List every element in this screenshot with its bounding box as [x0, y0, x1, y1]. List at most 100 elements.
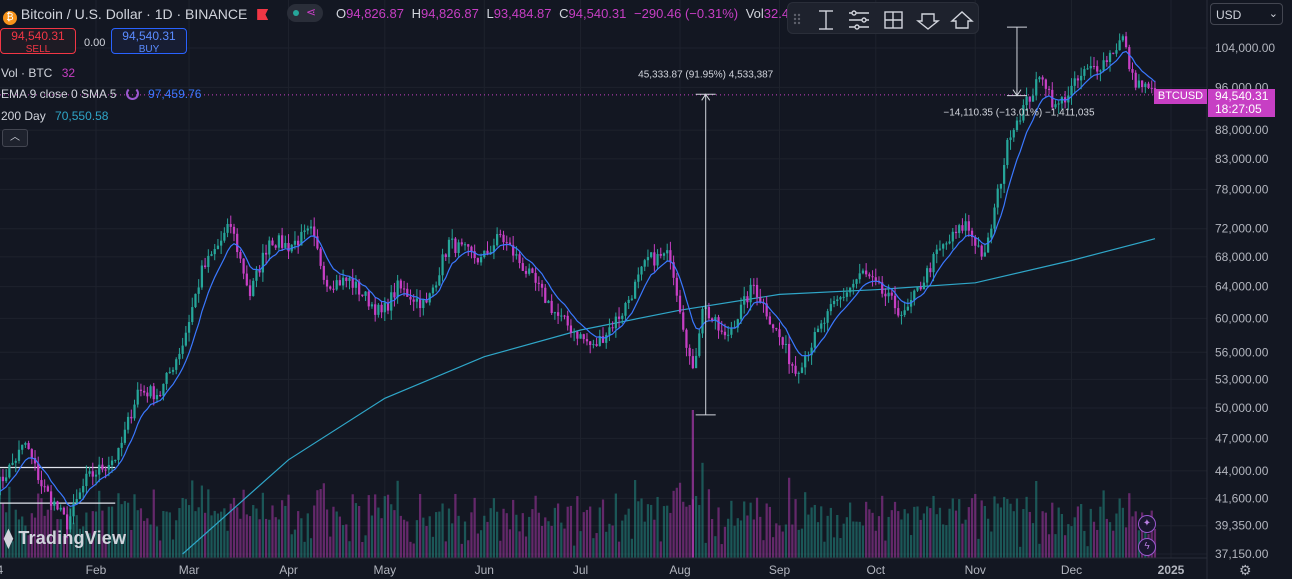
- candle: [752, 284, 755, 286]
- candle: [951, 231, 954, 242]
- volume-bar: [297, 511, 300, 558]
- volume-bar: [762, 540, 765, 558]
- volume-bar: [739, 520, 743, 558]
- volume-bar: [367, 495, 370, 558]
- volume-bar: [17, 519, 21, 558]
- volume-bar: [884, 540, 887, 558]
- volume-bar: [505, 513, 508, 558]
- volume-bar: [1121, 507, 1124, 558]
- market-status-pill[interactable]: ⋖: [287, 4, 323, 22]
- candle: [1054, 104, 1057, 108]
- volume-bar: [900, 519, 903, 558]
- candle: [560, 315, 563, 317]
- volume-bar: [1063, 535, 1067, 558]
- volume-legend[interactable]: Vol · BTC 32: [1, 66, 76, 80]
- x-tick-label: Dec: [1061, 563, 1082, 577]
- y-tick-label: 104,000.00: [1215, 41, 1275, 55]
- volume-bar: [1128, 493, 1131, 558]
- volume-bar: [694, 495, 698, 558]
- volume-bar: [951, 498, 954, 558]
- volume-bar: [669, 512, 672, 558]
- candle: [884, 293, 887, 297]
- volume-bar: [961, 523, 964, 558]
- candle: [1003, 164, 1006, 184]
- flag-icon[interactable]: [257, 9, 269, 20]
- candle: [746, 296, 749, 303]
- volume-bar: [932, 495, 935, 558]
- last-price-label: 94,540.31 18:27:05: [1208, 89, 1275, 117]
- volume-bar: [431, 536, 435, 558]
- volume-bar: [540, 525, 544, 558]
- currency-select[interactable]: USD ⌄: [1210, 3, 1283, 25]
- tradingview-logo[interactable]: ⧫ TradingView: [4, 528, 127, 548]
- candle: [881, 282, 884, 294]
- volume-bar: [816, 522, 820, 558]
- collapse-legend-button[interactable]: ︿: [2, 129, 28, 147]
- layout-grid-icon[interactable]: [884, 11, 903, 29]
- candle: [778, 329, 781, 338]
- candle: [531, 268, 534, 273]
- settings-sliders-icon[interactable]: [849, 10, 869, 30]
- volume-bar: [646, 504, 650, 558]
- candle: [499, 234, 502, 236]
- candle: [627, 299, 630, 303]
- volume-bar: [544, 517, 547, 558]
- candle: [412, 299, 415, 302]
- volume-bar: [1105, 518, 1108, 558]
- x-tick-label: 24: [0, 563, 4, 577]
- volume-bar: [858, 521, 861, 558]
- candle: [1006, 139, 1009, 165]
- candle: [505, 242, 508, 244]
- sell-button[interactable]: 94,540.31 SELL: [0, 28, 76, 55]
- x-tick-label: Feb: [86, 563, 107, 577]
- volume-bar: [585, 509, 589, 558]
- ema-legend[interactable]: EMA 9 close 0 SMA 5 97,459.76: [1, 87, 202, 101]
- quick-actions-button[interactable]: ϟ: [1138, 538, 1156, 556]
- candle: [123, 429, 127, 443]
- volume-bar: [5, 512, 8, 558]
- arrow-up-icon[interactable]: [950, 11, 974, 29]
- volume-bar: [181, 497, 184, 558]
- candle: [585, 339, 589, 342]
- candle: [621, 315, 624, 319]
- candle: [832, 300, 836, 305]
- ma200-legend[interactable]: 200 Day 70,550.58: [1, 109, 109, 123]
- volume-bar: [191, 480, 194, 558]
- candle: [633, 281, 637, 299]
- volume-bar: [78, 528, 82, 558]
- candle: [768, 316, 772, 325]
- candle: [207, 255, 210, 268]
- candle: [377, 304, 380, 315]
- volume-bar: [197, 507, 200, 558]
- candle: [521, 263, 524, 271]
- volume-bar: [582, 512, 585, 558]
- volume-bar: [650, 504, 653, 558]
- buy-button[interactable]: 94,540.31 BUY: [111, 28, 187, 55]
- chart-settings-button[interactable]: ⚙: [1239, 562, 1255, 578]
- candle: [964, 221, 967, 231]
- volume-bar: [576, 496, 579, 558]
- x-tick-label: Jul: [573, 563, 588, 577]
- candle: [672, 262, 675, 278]
- candle: [688, 347, 691, 357]
- candle: [117, 447, 120, 460]
- volume-bar: [223, 508, 226, 558]
- symbol-legend[interactable]: ₿ Bitcoin / U.S. Dollar · 1D · BINANCE: [3, 6, 269, 25]
- arrow-down-icon[interactable]: [916, 13, 940, 30]
- volume-bar: [974, 493, 977, 558]
- text-tool-icon[interactable]: [819, 10, 833, 30]
- candle: [1070, 85, 1073, 96]
- candle: [938, 248, 942, 250]
- volume-bar: [916, 506, 919, 558]
- candle: [1009, 137, 1012, 140]
- volume-bar: [630, 538, 634, 558]
- candle: [232, 226, 236, 234]
- drag-handle-icon[interactable]: [793, 13, 801, 25]
- volume-bar: [1118, 498, 1121, 558]
- volume-bar: [37, 493, 40, 558]
- volume-bar: [8, 486, 11, 558]
- volume-bar: [749, 502, 752, 558]
- candle: [361, 294, 364, 296]
- ai-assistant-button[interactable]: ✦: [1138, 515, 1156, 533]
